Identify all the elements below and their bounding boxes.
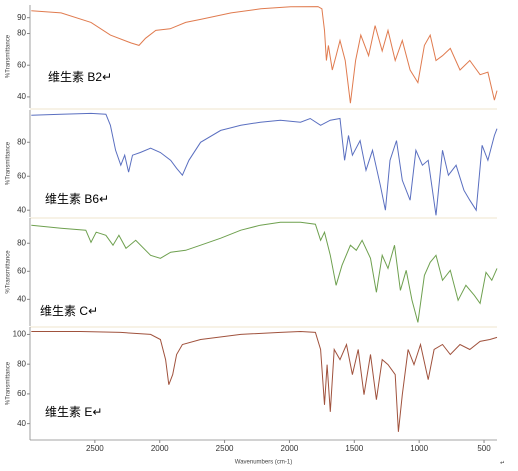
y-tick-label: 40 xyxy=(17,205,26,214)
y-tick-label: 60 xyxy=(17,60,26,69)
y-axis-title: %Transmittance xyxy=(6,361,12,405)
y-axis-title: %Transmittance xyxy=(6,141,12,185)
x-tick-label: 1000 xyxy=(410,444,428,453)
x-tick-label: 2000 xyxy=(151,444,169,453)
y-tick-label: 60 xyxy=(17,266,26,275)
y-tick-label: 60 xyxy=(17,171,26,180)
x-tick-label: 2000 xyxy=(281,444,299,453)
y-tick-label: 80 xyxy=(17,238,26,247)
y-tick-label: 40 xyxy=(17,92,26,101)
y-tick-label: 90 xyxy=(17,13,26,22)
spectrum-line xyxy=(31,221,498,323)
x-tick-label: 2500 xyxy=(216,444,234,453)
y-tick-label: 100 xyxy=(13,330,27,339)
x-tick-label: 2500 xyxy=(86,444,104,453)
y-tick-label: 60 xyxy=(17,389,26,398)
y-tick-label: 40 xyxy=(17,294,26,303)
spectrum-label: 维生素 B2↵ xyxy=(48,70,112,84)
spectrum-line xyxy=(31,330,498,432)
y-tick-label: 80 xyxy=(17,137,26,146)
spectrum-line xyxy=(31,6,498,104)
y-tick-label: 80 xyxy=(17,29,26,38)
spectrum-label: 维生素 C↵ xyxy=(40,304,98,318)
y-axis-title: %Transmittance xyxy=(6,250,12,294)
x-tick-label: 500 xyxy=(477,444,491,453)
spectrum-line xyxy=(31,112,498,216)
end-mark: ↵ xyxy=(500,461,505,467)
y-tick-label: 40 xyxy=(17,419,26,428)
spectrum-label: 维生素 E↵ xyxy=(45,405,102,419)
y-axis-title: %Transmittance xyxy=(6,34,12,78)
x-tick-label: 1500 xyxy=(345,444,363,453)
y-tick-label: 80 xyxy=(17,359,26,368)
spectrum-label: 维生素 B6↵ xyxy=(45,192,109,206)
x-axis-title: Wavenumbers (cm-1) xyxy=(235,460,292,466)
